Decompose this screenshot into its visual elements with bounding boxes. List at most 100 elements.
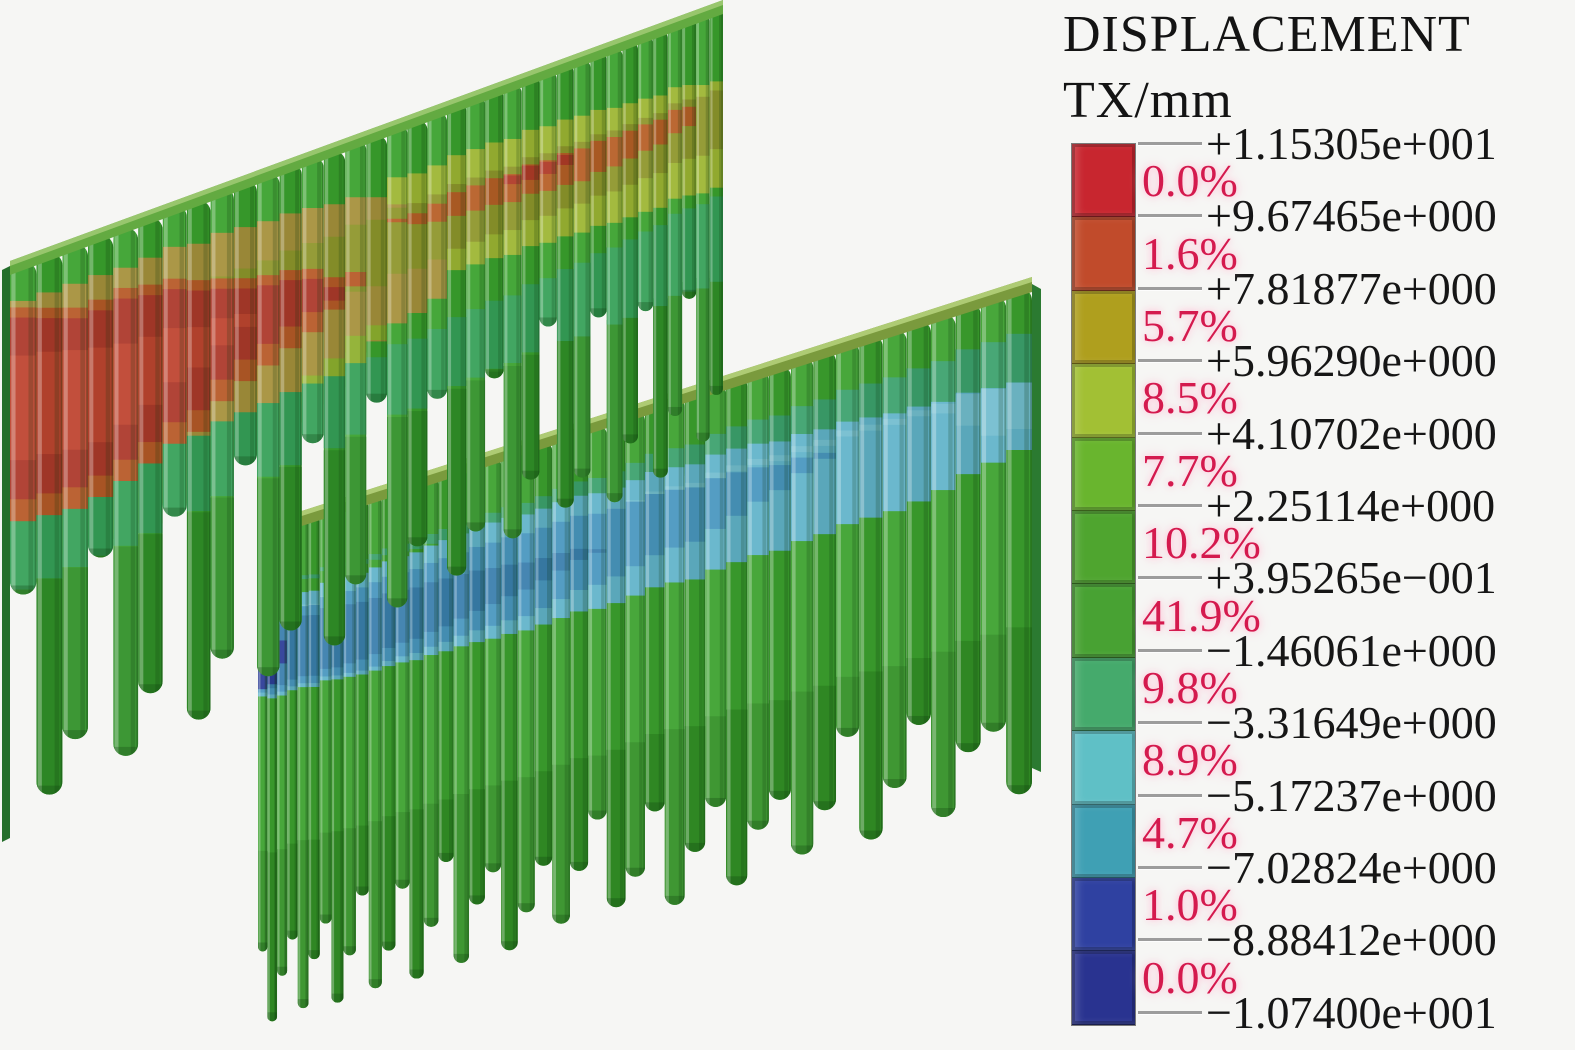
pile-column — [355, 500, 369, 896]
pile-column — [301, 156, 324, 444]
pile-column — [186, 200, 211, 720]
pile-column — [345, 139, 367, 585]
pile-column — [653, 30, 668, 478]
legend-color-band — [1072, 584, 1135, 658]
legend-tick-mark — [1138, 648, 1202, 652]
pile-column — [980, 295, 1007, 732]
pile-column — [210, 187, 234, 659]
legend-percent-label: 1.6% — [1142, 227, 1238, 279]
pile-column — [836, 340, 860, 737]
pile-column — [366, 135, 388, 403]
legend-percent-label: 41.9% — [1142, 589, 1261, 641]
pile-column — [233, 180, 257, 466]
legend-units-label: TX/mm — [1063, 72, 1233, 129]
wall-back — [258, 277, 1041, 1022]
legend-color-band — [1072, 804, 1135, 878]
pile-column — [588, 425, 607, 820]
legend-tick-value: +3.95265e−001 — [1206, 552, 1497, 604]
legend-percent-label: 5.7% — [1142, 300, 1238, 351]
pile-column — [556, 63, 574, 508]
pile-column — [955, 302, 981, 753]
pile-column — [308, 515, 320, 960]
pile-column — [644, 402, 665, 812]
pile-column — [625, 411, 645, 877]
pile-column — [682, 17, 697, 299]
pile-column — [453, 466, 470, 963]
pile-column — [1006, 287, 1032, 795]
pile-column — [162, 205, 187, 517]
pile-column — [638, 35, 654, 312]
legend-percent-label: 4.7% — [1142, 806, 1238, 858]
pile-column — [517, 448, 535, 913]
legend-tick-mark — [1138, 286, 1202, 290]
pile-column — [684, 393, 706, 852]
pile-column — [606, 48, 623, 503]
legend-color-band — [1072, 144, 1135, 218]
pile-column — [709, 8, 723, 395]
pile-column — [297, 516, 309, 1009]
wall-back-edge-face — [1032, 284, 1041, 772]
legend-tick-mark — [1138, 866, 1202, 869]
pile-column — [930, 313, 956, 818]
legend-colorbar — [1071, 143, 1136, 1026]
legend-tick-mark — [1138, 359, 1202, 363]
pile-column — [573, 59, 591, 478]
legend-color-band — [1072, 437, 1135, 511]
pile-column — [88, 234, 114, 558]
pile-column — [503, 84, 522, 539]
legend-tick-value: −1.46061e+000 — [1206, 624, 1497, 676]
pile-column — [279, 163, 302, 631]
pile-column — [138, 217, 163, 694]
pile-column — [534, 442, 553, 866]
legend-color-band — [1072, 951, 1135, 1025]
pile-column — [521, 74, 540, 480]
pile-column — [485, 88, 504, 379]
legend-color-band — [1072, 877, 1135, 952]
legend-color-band — [1072, 731, 1135, 805]
legend-percent-label: 1.0% — [1142, 879, 1238, 931]
pile-column — [62, 243, 89, 740]
legend-tick-value: +9.67465e+000 — [1206, 190, 1497, 242]
pile-column — [409, 483, 424, 979]
pile-column — [590, 51, 607, 318]
legend-percent-label: 9.8% — [1142, 662, 1238, 713]
legend-tick-value: −7.02824e+000 — [1206, 842, 1497, 893]
legend-color-band — [1072, 657, 1135, 732]
pile-column — [387, 124, 408, 608]
legend-tick-value: +7.81877e+000 — [1206, 262, 1497, 314]
wall-front-edge-face — [2, 266, 10, 842]
legend-tick-mark — [1138, 142, 1202, 145]
pile-column — [813, 350, 837, 811]
pile-column — [427, 111, 448, 399]
legend-percent-label: 10.2% — [1142, 517, 1261, 569]
pile-column — [36, 252, 63, 795]
pile-column — [882, 329, 907, 789]
wall-front — [2, 0, 723, 842]
pile-column — [696, 14, 710, 442]
pile-column — [667, 21, 683, 416]
pile-column — [407, 120, 428, 547]
pile-column — [484, 457, 502, 873]
legend-tick-mark — [1138, 793, 1202, 797]
legend-tick-mark — [1138, 504, 1202, 507]
legend-tick-mark — [1138, 576, 1202, 580]
pile-column — [906, 320, 931, 725]
legend-tick-value: +5.96290e+000 — [1206, 335, 1497, 387]
legend-tick-value: +1.15305e+001 — [1206, 118, 1497, 169]
legend-percent-label: 0.0% — [1142, 155, 1238, 207]
legend-color-band — [1072, 510, 1135, 585]
pile-column — [726, 376, 748, 886]
pile-column — [570, 428, 589, 871]
pile-column — [113, 227, 139, 756]
pile-column — [705, 383, 727, 807]
pile-column — [10, 260, 37, 595]
legend-tick-mark — [1138, 214, 1202, 218]
legend-tick-value: −3.31649e+000 — [1206, 697, 1497, 749]
pile-column — [466, 95, 486, 532]
legend-tick-mark — [1138, 431, 1202, 435]
legend-tick-mark — [1138, 938, 1202, 942]
wall-front-cap — [10, 0, 723, 275]
pile-column — [539, 70, 557, 327]
